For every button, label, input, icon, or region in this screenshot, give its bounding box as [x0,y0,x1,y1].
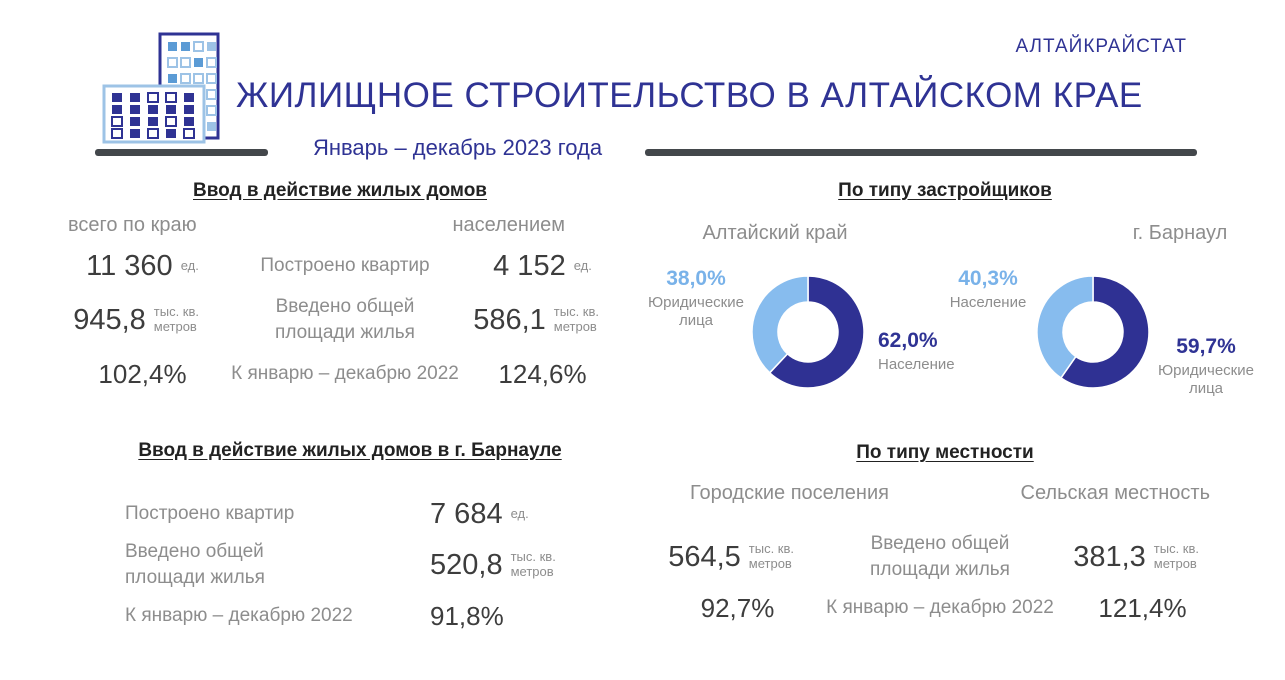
locality-stats-grid: 564,5 тыс. кв. метров Введено общей площа… [650,528,1230,630]
col-header-urban: Городские поселения [690,482,889,504]
stat-number: 4 152 [493,249,566,282]
donut-percent: 40,3% [958,267,1018,290]
stat-number: 381,3 [1073,540,1146,573]
barnaul-stats-grid: Построено квартир 7 684 ед. Введено общей… [125,492,615,638]
chart-title-altai-krai: Алтайский край [702,222,848,244]
stat-value: 945,8 тыс. кв. метров [60,304,225,337]
period-subtitle: Январь – декабрь 2023 года [312,135,603,160]
stat-value: 91,8% [430,601,615,632]
donut-slice-name: Население [878,356,955,374]
stat-unit: тыс. кв. метров [510,549,556,579]
donut-slice-name: Население [949,294,1027,312]
stat-unit: тыс. кв. метров [1153,541,1200,571]
stat-number: 92,7% [700,592,775,623]
donut-slice [1036,275,1094,379]
donut-label-krai-legal: 38,0% Юридические лица [636,266,756,330]
stat-value: 381,3 тыс. кв. метров [1055,541,1230,574]
section-title-barnaul: Ввод в действие жилых домов в г. Барнаул… [138,440,562,461]
donut-chart-altai-krai [751,275,865,389]
donut-label-barnaul-legal: 59,7% Юридические лица [1146,334,1266,398]
chart-title-barnaul: г. Барнаул [1132,222,1228,244]
section-title-region: Ввод в действие жилых домов [193,180,487,201]
stat-value: 92,7% [650,593,825,624]
stat-label: Построено квартир [125,503,295,525]
donut-label-krai-population: 62,0% Население [878,328,993,374]
col-header-population: населением [452,214,565,236]
donut-chart-barnaul [1036,275,1150,389]
stat-number: 520,8 [430,548,503,581]
donut-percent: 59,7% [1176,335,1236,358]
stat-label: Введено общей площади жилья [870,533,1010,580]
stat-number: 121,4% [1098,592,1187,623]
stat-label: Введено общей площади жилья [275,296,415,343]
stat-label: Введено общей площади жилья [125,541,265,588]
donut-percent: 38,0% [666,267,726,290]
stat-value: 520,8 тыс. кв. метров [430,549,615,582]
donut-slice-name: Юридические лица [1158,362,1254,398]
stat-unit: ед. [573,257,592,273]
donut-label-barnaul-population: 40,3% Население [928,266,1048,312]
region-column-headers: всего по краю населением [60,214,620,237]
stat-number: 102,4% [98,358,187,389]
page-title: ЖИЛИЩНОЕ СТРОИТЕЛЬСТВО В АЛТАЙСКОМ КРАЕ [236,76,1143,115]
donut-slice [768,275,865,389]
buildings-logo-icon [102,32,220,144]
stat-number: 564,5 [668,540,741,573]
stat-unit: тыс. кв. метров [153,304,200,334]
donut-slice [1060,275,1150,389]
section-title-developers: По типу застройщиков [838,180,1052,201]
donut-percent: 62,0% [878,329,938,352]
stat-value: 124,6% [465,359,620,390]
stat-value: 564,5 тыс. кв. метров [650,541,825,574]
stat-value: 102,4% [60,359,225,390]
donut-slice [751,275,809,374]
stat-unit: тыс. кв. метров [748,541,795,571]
stat-number: 91,8% [430,600,504,631]
stat-number: 945,8 [73,303,146,336]
stat-label: Построено квартир [260,255,430,277]
donut-slice-name: Юридические лица [648,294,744,330]
divider-bar-left [95,149,268,156]
stat-value: 121,4% [1055,593,1230,624]
divider-bar-right [645,149,1197,156]
col-header-rural: Сельская местность [1020,482,1210,504]
org-name: АЛТАЙКРАЙСТАТ [1015,36,1187,57]
stat-label: К январю – декабрю 2022 [125,605,353,627]
stat-value: 11 360 ед. [60,250,225,283]
stat-label: К январю – декабрю 2022 [826,597,1054,619]
stat-unit: тыс. кв. метров [553,304,600,334]
locality-column-headers: Городские поселения Сельская местность [665,482,1225,505]
region-stats-grid: 11 360 ед. Построено квартир 4 152 ед. 945… [60,243,620,397]
stat-number: 11 360 [86,249,173,282]
stat-value: 4 152 ед. [465,250,620,283]
stat-number: 7 684 [430,497,503,530]
col-header-total: всего по краю [68,214,197,236]
stat-value: 586,1 тыс. кв. метров [465,304,620,337]
stat-unit: ед. [510,505,529,521]
stat-number: 586,1 [473,303,546,336]
stat-value: 7 684 ед. [430,498,615,531]
stat-number: 124,6% [498,358,587,389]
section-title-locality: По типу местности [856,442,1034,463]
stat-label: К январю – декабрю 2022 [231,363,459,385]
stat-unit: ед. [180,257,199,273]
